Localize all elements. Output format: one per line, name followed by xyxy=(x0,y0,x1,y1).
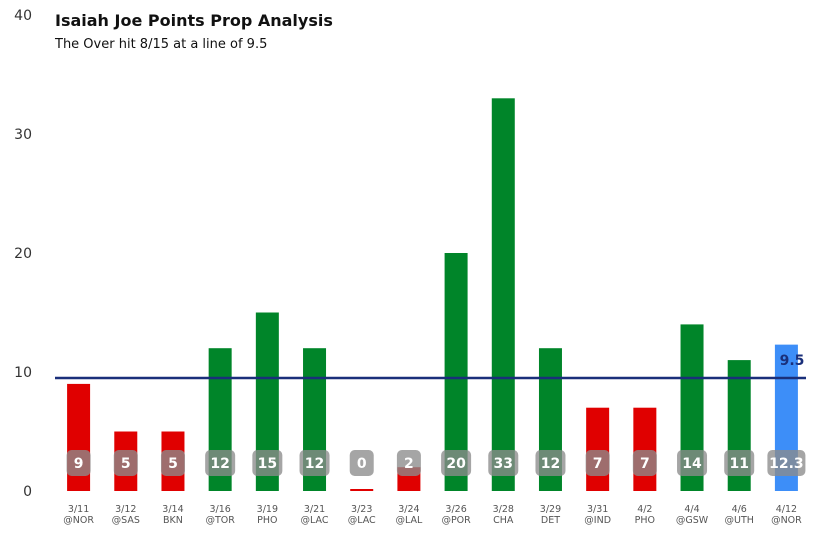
value-label: 7 xyxy=(593,456,603,472)
value-label-box xyxy=(767,450,806,476)
x-tick-date: 3/29 xyxy=(540,504,561,515)
x-axis: 3/11@NOR3/12@SAS3/14BKN3/16@TOR3/19PHO3/… xyxy=(63,504,802,526)
bar xyxy=(444,253,468,491)
bar xyxy=(491,98,515,492)
y-tick-label: 20 xyxy=(14,246,32,262)
x-tick-opponent: @SAS xyxy=(112,515,140,526)
x-tick-date: 3/23 xyxy=(351,504,372,515)
value-label: 14 xyxy=(682,456,702,472)
value-labels: 9 5 5 12 15 12 0 2 20 33 12 7 7 14 11 12.3 xyxy=(66,450,806,476)
x-tick-opponent: @POR xyxy=(441,515,471,526)
value-label: 33 xyxy=(494,456,513,472)
x-tick-date: 3/31 xyxy=(587,504,608,515)
value-label-box xyxy=(66,450,91,476)
x-tick-date: 3/26 xyxy=(445,504,466,515)
value-label-box xyxy=(724,450,755,476)
value-label: 15 xyxy=(258,456,277,472)
x-tick-date: 3/11 xyxy=(68,504,89,515)
x-tick-opponent: @IND xyxy=(584,515,611,526)
value-label: 12 xyxy=(210,456,229,472)
x-tick-opponent: @LAC xyxy=(348,515,376,526)
bar xyxy=(586,407,610,491)
x-tick-date: 3/19 xyxy=(257,504,278,515)
value-label-box xyxy=(396,450,421,476)
value-label-box xyxy=(535,450,566,476)
value-label: 11 xyxy=(729,456,748,472)
x-tick-opponent: @UTH xyxy=(725,515,754,526)
x-tick-opponent: @TOR xyxy=(205,515,235,526)
x-tick-opponent: PHO xyxy=(257,515,277,526)
x-tick-date: 4/2 xyxy=(637,504,652,515)
x-tick-date: 4/12 xyxy=(776,504,797,515)
x-tick-date: 3/12 xyxy=(115,504,136,515)
x-tick-date: 4/6 xyxy=(732,504,747,515)
value-label: 5 xyxy=(121,456,131,472)
value-label: 12.3 xyxy=(769,456,804,472)
x-tick-opponent: @LAL xyxy=(396,515,424,526)
value-label: 12 xyxy=(541,456,560,472)
value-label: 5 xyxy=(168,456,178,472)
x-tick-date: 4/4 xyxy=(684,504,699,515)
value-label-box xyxy=(252,450,283,476)
bar xyxy=(680,324,704,491)
value-label-box xyxy=(205,450,236,476)
x-tick-opponent: CHA xyxy=(493,515,514,526)
y-tick-label: 0 xyxy=(23,484,32,500)
value-label: 12 xyxy=(305,456,324,472)
y-axis: 0 10 20 30 40 xyxy=(14,8,32,500)
y-tick-label: 10 xyxy=(14,365,32,381)
x-tick-date: 3/24 xyxy=(398,504,419,515)
chart-subtitle: The Over hit 8/15 at a line of 9.5 xyxy=(54,37,267,52)
x-tick-date: 3/21 xyxy=(304,504,325,515)
value-label-box xyxy=(488,450,519,476)
value-label: 7 xyxy=(640,456,650,472)
x-tick-date: 3/16 xyxy=(209,504,230,515)
x-tick-opponent: BKN xyxy=(163,515,183,526)
line-group: 9.5 xyxy=(55,353,806,380)
value-label: 20 xyxy=(446,456,466,472)
value-label: 2 xyxy=(404,456,414,472)
x-tick-opponent: @NOR xyxy=(63,515,94,526)
value-label-box xyxy=(585,450,610,476)
value-label-box xyxy=(113,450,138,476)
value-label-box xyxy=(677,450,708,476)
x-tick-opponent: DET xyxy=(541,515,560,526)
value-label: 9 xyxy=(74,456,84,472)
value-label-box xyxy=(441,450,472,476)
value-label-box xyxy=(160,450,185,476)
y-tick-label: 40 xyxy=(14,8,32,24)
prop-line-label: 9.5 xyxy=(780,353,805,369)
value-label-box xyxy=(349,450,374,476)
chart-title: Isaiah Joe Points Prop Analysis xyxy=(55,11,333,30)
y-tick-label: 30 xyxy=(14,127,32,143)
bar xyxy=(350,489,374,491)
x-tick-date: 3/28 xyxy=(493,504,514,515)
bar xyxy=(633,407,657,491)
x-tick-opponent: @LAC xyxy=(301,515,329,526)
x-tick-date: 3/14 xyxy=(162,504,183,515)
value-label: 0 xyxy=(357,456,367,472)
value-label-box xyxy=(632,450,657,476)
value-label-box xyxy=(299,450,330,476)
bar xyxy=(255,312,279,491)
bars xyxy=(67,98,798,492)
x-tick-opponent: PHO xyxy=(635,515,655,526)
x-tick-opponent: @NOR xyxy=(771,515,802,526)
x-tick-opponent: @GSW xyxy=(676,515,709,526)
